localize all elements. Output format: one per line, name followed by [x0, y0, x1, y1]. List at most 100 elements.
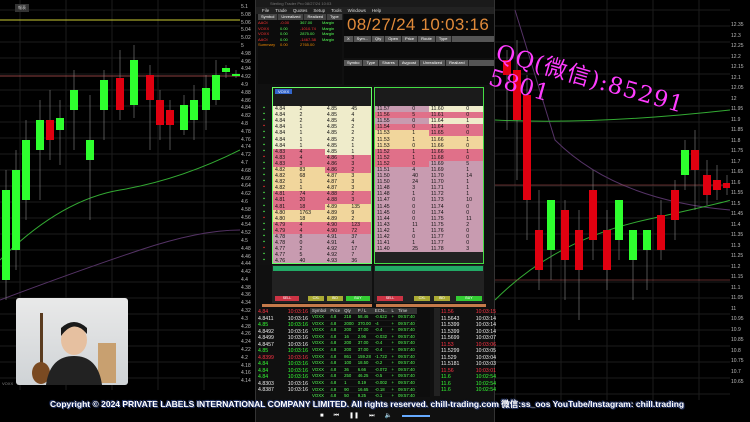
book-row[interactable]: 4.81 20 4.88 3 [273, 197, 371, 204]
book-row[interactable]: 11.50 40 11.70 14 [375, 173, 483, 180]
menu-windows[interactable]: Windows [347, 8, 366, 13]
trade-row[interactable]: VOXX 4.8 250 46.25 -0.5 +09:57:40 [310, 372, 417, 380]
book-row[interactable]: 4.77 5 4.92 7 [273, 252, 371, 259]
column-header[interactable]: Type [327, 14, 343, 20]
cancel-button[interactable]: CXL [308, 296, 324, 301]
book-row[interactable]: 4.80 18 4.89 2 [273, 215, 371, 222]
trading-window[interactable]: Sterling Trader Pro 08/27/24 10:03 File T… [255, 0, 496, 422]
chart-badge[interactable]: 報表 [15, 4, 29, 12]
position-row[interactable]: Summary 0.00 2765.00 [258, 42, 342, 48]
position-row[interactable]: VOXX 0.00 2875.00 Margin [258, 31, 342, 37]
menu-setup[interactable]: Setup [313, 8, 326, 13]
trades-table[interactable]: Symbol Price Qty P / L ECN... L Time VOXX 4.8 218… [310, 308, 430, 397]
level2-book-right[interactable]: 11.57 0 11.60 0 11.56 5 11.61 0 11.55 0 11.64 1 11.5… [374, 87, 484, 264]
book-row[interactable]: 11.42 1 11.76 0 [375, 227, 483, 234]
column-header[interactable]: Realized [446, 60, 469, 66]
column-header[interactable]: Shares [379, 60, 399, 66]
book-row[interactable]: 4.84 1 4.85 2 [273, 124, 371, 131]
position-row[interactable]: VOXX 0.00 -1010.74 Margin [258, 26, 342, 32]
book-row[interactable]: 4.82 1 4.87 3 [273, 179, 371, 186]
book-row[interactable]: 4.79 4 4.90 72 [273, 227, 371, 234]
column-header[interactable]: ECN... [372, 308, 390, 314]
position-row[interactable]: AAOI -0.00 367.00 Margin [258, 20, 342, 26]
column-header[interactable]: Type [436, 36, 452, 42]
time-sales-left[interactable]: 4.84 10:03:16 4.8411 10:03:16 4.85 10:03:16 4.… [258, 309, 308, 394]
stop-icon[interactable]: ■ [320, 413, 324, 419]
scrollbar[interactable] [434, 308, 440, 396]
book-row[interactable]: 4.84 1 4.85 1 [273, 142, 371, 149]
book-row[interactable]: 4.81 74 4.88 2 [273, 191, 371, 198]
book-row[interactable]: 11.45 0 11.74 0 [375, 203, 483, 210]
book-row[interactable]: 11.53 1 11.66 1 [375, 136, 483, 143]
next-icon[interactable]: ⏭ [369, 413, 375, 419]
book-row[interactable]: 4.77 2 4.92 17 [273, 246, 371, 253]
trade-row[interactable]: VOXX 4.8 200 37.00 -0.4 +09:57:40 [310, 326, 417, 334]
book-row[interactable]: 11.54 0 11.64 0 [375, 124, 483, 131]
book-row[interactable]: 11.48 3 11.71 1 [375, 185, 483, 192]
book-row[interactable]: 4.82 1 4.87 3 [273, 185, 371, 192]
book-row[interactable]: 11.55 0 11.64 1 [375, 118, 483, 125]
trade-row[interactable]: VOXX 4.8 16 2.96 -0.032 +09:57:40 [310, 333, 417, 341]
book-row[interactable]: 11.47 0 11.73 10 [375, 197, 483, 204]
book-row[interactable]: 4.79 4 4.90 123 [273, 221, 371, 228]
prev-icon[interactable]: ⏮ [333, 413, 340, 419]
book-row[interactable]: 11.48 1 11.72 1 [375, 191, 483, 198]
book-row[interactable]: 4.78 8 4.91 37 [273, 233, 371, 241]
sell-button[interactable]: SELL [377, 296, 403, 301]
book-row[interactable]: 4.84 1 4.85 2 [273, 136, 371, 143]
trade-row[interactable]: VOXX 4.8 200 37.00 -0.4 +09:57:40 [310, 346, 417, 354]
column-header[interactable]: Qty [372, 36, 386, 42]
book-row[interactable]: 4.81 18 4.89 135 [273, 203, 371, 210]
menu-tools[interactable]: Tools [331, 8, 342, 13]
trade-row[interactable]: VOXX 4.8 200 37.00 -0.4 +09:57:40 [310, 339, 417, 347]
volume-icon[interactable]: 🔈 [384, 413, 392, 419]
column-header[interactable]: Price [328, 308, 343, 314]
book-row[interactable]: 11.53 0 11.66 0 [375, 142, 483, 149]
book-row[interactable]: 11.45 0 11.74 0 [375, 209, 483, 216]
book-row[interactable]: 11.50 24 11.70 1 [375, 179, 483, 186]
book-row[interactable]: 11.52 1 11.68 0 [375, 154, 483, 161]
column-header[interactable]: Avgcost [399, 60, 420, 66]
column-header[interactable]: Realized [304, 14, 328, 20]
trade-row[interactable]: VOXX 4.8 50 9.25 -0.1 +09:57:40 [310, 392, 417, 397]
column-header[interactable]: Symbol [258, 14, 279, 20]
book-row[interactable]: 11.57 0 11.60 0 [375, 106, 483, 113]
column-header[interactable]: L [389, 308, 397, 314]
column-header[interactable]: X [344, 36, 354, 42]
column-header[interactable]: Type [363, 60, 380, 66]
time-sales-right[interactable]: 11.56 10:03:15 11.5643 10:03:14 11.5399 10:03… [441, 309, 496, 394]
book-row[interactable]: 4.83 3 4.86 3 [273, 160, 371, 167]
volume-slider[interactable] [401, 415, 430, 417]
column-header[interactable]: Qty [342, 308, 356, 314]
column-header[interactable]: Route [418, 36, 436, 42]
book-row[interactable]: 11.56 5 11.61 0 [375, 112, 483, 119]
right-price-chart[interactable]: 12.35 12.3 12.25 12.2 12.15 12.1 12.05 12 11.95 1… [495, 0, 750, 400]
trade-row[interactable]: VOXX 4.8 90 16.65 -0.18 +09:57:40 [310, 386, 417, 394]
buy-button[interactable]: BUY [456, 296, 482, 301]
menu-file[interactable]: File [262, 8, 270, 13]
video-controls[interactable]: ■ ⏮ ❚❚ ⏭ 🔈 [320, 411, 460, 421]
menu-help[interactable]: Help [371, 8, 382, 13]
book-row[interactable]: 11.41 1 11.77 0 [375, 240, 483, 247]
trade-row[interactable]: VOXX 4.8 1 0.19 -0.002 +09:57:40 [310, 379, 417, 387]
column-header[interactable]: P / L [355, 308, 373, 314]
book-row[interactable]: 4.82 68 4.87 3 [273, 173, 371, 180]
book-row[interactable]: 4.84 2 4.85 45 [273, 106, 371, 113]
column-header[interactable]: Time [396, 308, 417, 314]
book-row[interactable]: 4.76 40 4.93 36 [273, 258, 371, 263]
column-header[interactable]: Sym... [354, 36, 373, 42]
buy-button[interactable]: BUY [346, 296, 370, 301]
book-row[interactable]: 4.80 1763 4.89 9 [273, 209, 371, 216]
book-row[interactable]: 11.42 0 11.77 0 [375, 233, 483, 241]
column-header[interactable]: Unrealized [420, 60, 447, 66]
book-row[interactable]: 4.84 2 4.85 4 [273, 112, 371, 119]
book-row[interactable]: 4.84 1 4.85 2 [273, 130, 371, 137]
sell-button[interactable]: SELL [275, 296, 299, 301]
book-row[interactable]: 11.51 4 11.69 1 [375, 166, 483, 174]
column-header[interactable]: Unrealized [278, 14, 305, 20]
position-row[interactable]: AAOI 0.00 -1467.38 Margin [258, 37, 342, 43]
book-row[interactable]: 11.44 0 11.75 11 [375, 215, 483, 222]
book-row[interactable]: 11.52 0 11.69 5 [375, 160, 483, 167]
bid-button[interactable]: BID [327, 296, 343, 301]
book-row[interactable]: 11.40 25 11.78 3 [375, 246, 483, 253]
